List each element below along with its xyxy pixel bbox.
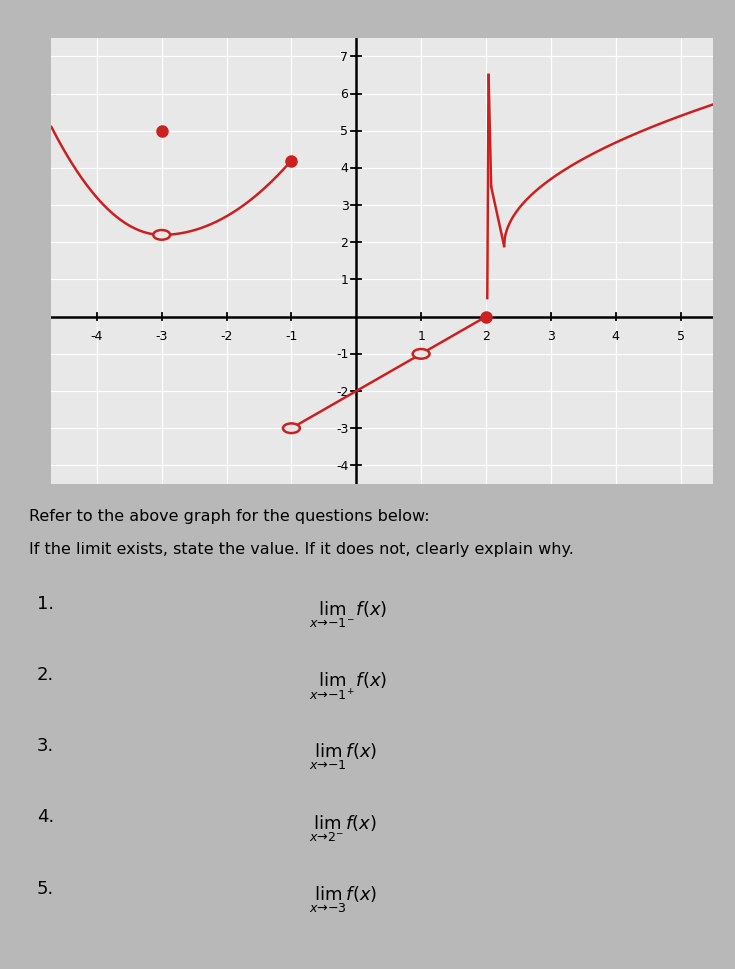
Text: 4: 4 [340,162,348,175]
Text: $\lim_{x \to 2^-} f(x)$: $\lim_{x \to 2^-} f(x)$ [309,812,376,843]
Text: -3: -3 [156,329,168,342]
Circle shape [412,350,429,359]
Text: $\lim_{x \to -1^-} f(x)$: $\lim_{x \to -1^-} f(x)$ [309,599,387,629]
Text: Refer to the above graph for the questions below:: Refer to the above graph for the questio… [29,509,430,523]
Text: 2.: 2. [37,665,54,683]
Circle shape [154,231,170,240]
Text: $\lim_{x \to -3} f(x)$: $\lim_{x \to -3} f(x)$ [309,884,377,914]
Text: -3: -3 [336,422,348,435]
Text: -2: -2 [336,385,348,398]
Text: 7: 7 [340,50,348,64]
Text: 3: 3 [547,329,555,342]
Text: 1.: 1. [37,594,54,611]
Text: 2: 2 [340,236,348,250]
Text: $\lim_{x \to -1^+} f(x)$: $\lim_{x \to -1^+} f(x)$ [309,670,387,702]
Text: 5.: 5. [37,879,54,896]
Text: 2: 2 [482,329,490,342]
Text: 5: 5 [340,125,348,139]
Text: -2: -2 [220,329,233,342]
Text: If the limit exists, state the value. If it does not, clearly explain why.: If the limit exists, state the value. If… [29,542,574,556]
Text: 1: 1 [340,273,348,287]
Text: 4.: 4. [37,807,54,826]
Text: 6: 6 [340,88,348,101]
Circle shape [283,424,300,433]
Text: -4: -4 [90,329,103,342]
Text: $\lim_{x \to -1} f(x)$: $\lim_{x \to -1} f(x)$ [309,741,377,771]
Text: -1: -1 [336,348,348,361]
Text: 4: 4 [612,329,620,342]
Text: 1: 1 [417,329,425,342]
Text: 3.: 3. [37,736,54,754]
Text: 3: 3 [340,200,348,212]
Text: -1: -1 [285,329,298,342]
Text: -4: -4 [336,459,348,473]
Text: 5: 5 [676,329,684,342]
